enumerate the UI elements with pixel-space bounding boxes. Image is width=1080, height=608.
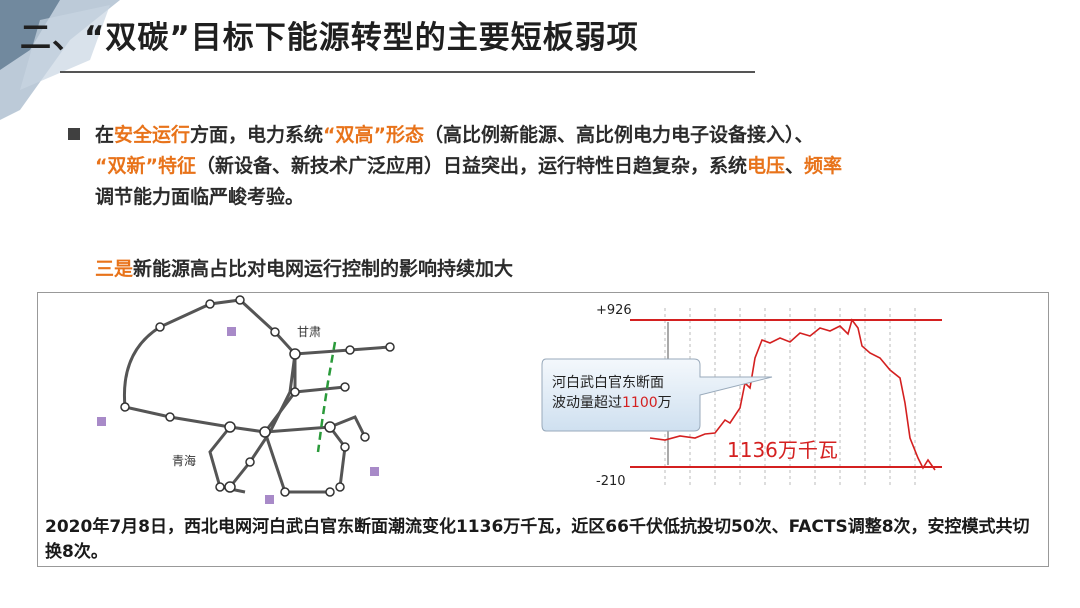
bullet-part: “双新”特征	[95, 155, 196, 177]
bullet-marker	[68, 128, 80, 140]
bullet-part: 调节能力面临严峻考验。	[95, 186, 305, 208]
callout-number: 1100	[622, 395, 658, 411]
callout-text: 河白武白官东断面 波动量超过1100万	[552, 373, 672, 413]
chart-top-label: +926	[596, 303, 632, 318]
callout-line: 河白武白官东断面	[552, 375, 664, 391]
chart-bottom-label: -210	[596, 474, 626, 489]
callout-text-part: 万	[657, 395, 672, 411]
bullet-part: 、	[785, 155, 805, 177]
bullet-part: （新设备、新技术广泛应用）日益突出，运行特性日趋复杂，系统	[195, 155, 747, 177]
map-label: 甘肃	[297, 325, 322, 339]
callout-shape	[541, 358, 773, 432]
bullet-part: 方面，电力系统	[190, 124, 324, 146]
caption: 2020年7月8日，西北电网河白武白官东断面潮流变化1136万千瓦，近区66千伏…	[45, 517, 1030, 562]
bullet-part: 频率	[804, 155, 843, 177]
title: 二、“双碳”目标下能源转型的主要短板弱项	[20, 20, 639, 56]
bullet-text: 在安全运行方面，电力系统“双高”形态（高比例新能源、高比例电力电子设备接入）、 “…	[95, 120, 1055, 213]
bullet-part: 安全运行	[114, 124, 191, 146]
subheading-lead: 三是	[95, 258, 134, 280]
bullet-part: （高比例新能源、高比例电力电子设备接入）、	[424, 124, 814, 146]
grid-map	[97, 295, 395, 504]
callout-text-part: 波动量超过	[552, 395, 622, 411]
callout-line: 波动量超过1100万	[552, 393, 672, 413]
subheading: 三是新能源高占比对电网运行控制的影响持续加大	[95, 254, 513, 281]
subheading-text: 新能源高占比对电网运行控制的影响持续加大	[133, 258, 514, 280]
map-label: 青海	[172, 454, 197, 468]
flow-chart-image	[630, 308, 942, 488]
bullet-part: 在	[95, 124, 115, 146]
chart-annotation: 1136万千瓦	[727, 438, 838, 462]
figure-frame	[37, 292, 1049, 567]
bullet-part: 电压	[747, 155, 786, 177]
bullet-part: “双高”形态	[323, 124, 425, 146]
